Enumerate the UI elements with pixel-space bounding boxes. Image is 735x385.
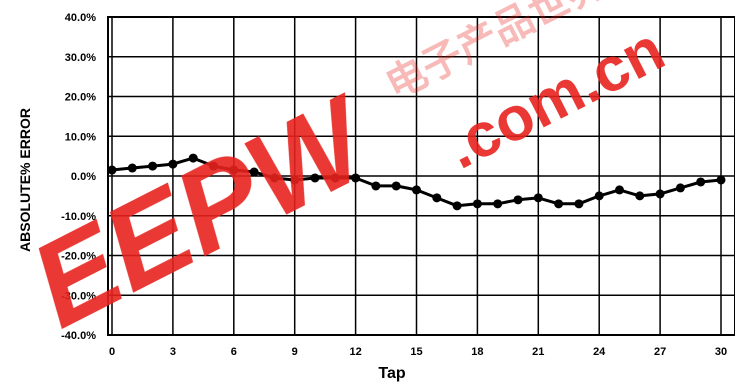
data-point xyxy=(533,193,543,203)
data-point xyxy=(655,189,665,199)
y-tick-labels: 40.0% 30.0% 20.0% 10.0% 0.0% -10.0% -20.0% -30.… xyxy=(61,12,96,342)
x-axis-title: Tap xyxy=(378,365,405,382)
y-axis-title: ABSOLUTE% ERROR xyxy=(17,108,33,252)
data-point xyxy=(452,201,462,211)
data-point xyxy=(391,181,401,191)
data-point xyxy=(554,199,564,209)
data-point xyxy=(675,183,685,193)
data-point xyxy=(148,161,158,171)
x-tick-label: 30 xyxy=(715,346,727,358)
watermark-logo: EEPW xyxy=(11,69,394,353)
data-point xyxy=(209,161,218,171)
data-point xyxy=(371,181,381,191)
data-point xyxy=(168,159,178,169)
data-point xyxy=(432,193,442,203)
y-tick-label: -10.0% xyxy=(61,211,96,223)
data-series xyxy=(107,153,726,211)
data-point xyxy=(696,177,706,187)
y-tick-label: -20.0% xyxy=(61,251,96,263)
data-point xyxy=(107,165,117,175)
x-tick-label: 24 xyxy=(593,346,606,358)
y-tick-label: 0.0% xyxy=(71,171,96,183)
data-point xyxy=(615,185,624,195)
data-point xyxy=(269,173,279,183)
data-point xyxy=(716,175,726,185)
data-point xyxy=(290,175,300,185)
y-tick-label: 40.0% xyxy=(65,12,96,24)
x-tick-label: 21 xyxy=(532,346,544,358)
y-tick-label: 10.0% xyxy=(65,131,96,143)
data-point xyxy=(249,167,259,177)
x-tick-labels: 0 3 6 9 12 15 18 21 24 27 30 xyxy=(109,346,727,358)
data-point xyxy=(574,199,584,209)
y-tick-label: 30.0% xyxy=(65,52,96,64)
x-tick-label: 27 xyxy=(654,346,666,358)
data-point xyxy=(635,191,645,201)
y-tick-label: 20.0% xyxy=(65,92,96,104)
data-point xyxy=(412,185,421,195)
data-point xyxy=(229,165,239,175)
data-point xyxy=(351,173,361,183)
x-tick-label: 9 xyxy=(292,346,298,358)
data-point xyxy=(310,173,320,183)
data-point xyxy=(330,173,340,183)
data-point xyxy=(472,199,482,209)
x-tick-label: 0 xyxy=(109,346,115,358)
y-tick-label: -40.0% xyxy=(61,330,96,342)
plot-border xyxy=(107,16,735,336)
data-point xyxy=(127,163,137,173)
x-tick-label: 6 xyxy=(231,346,237,358)
x-tick-label: 3 xyxy=(170,346,176,358)
data-point xyxy=(188,153,198,163)
x-tick-label: 18 xyxy=(471,346,483,358)
data-point xyxy=(594,191,604,201)
x-tick-label: 12 xyxy=(349,346,361,358)
data-point xyxy=(513,195,523,205)
y-tick-label: -30.0% xyxy=(61,290,96,302)
x-tick-label: 15 xyxy=(410,346,422,358)
data-point xyxy=(493,199,503,209)
